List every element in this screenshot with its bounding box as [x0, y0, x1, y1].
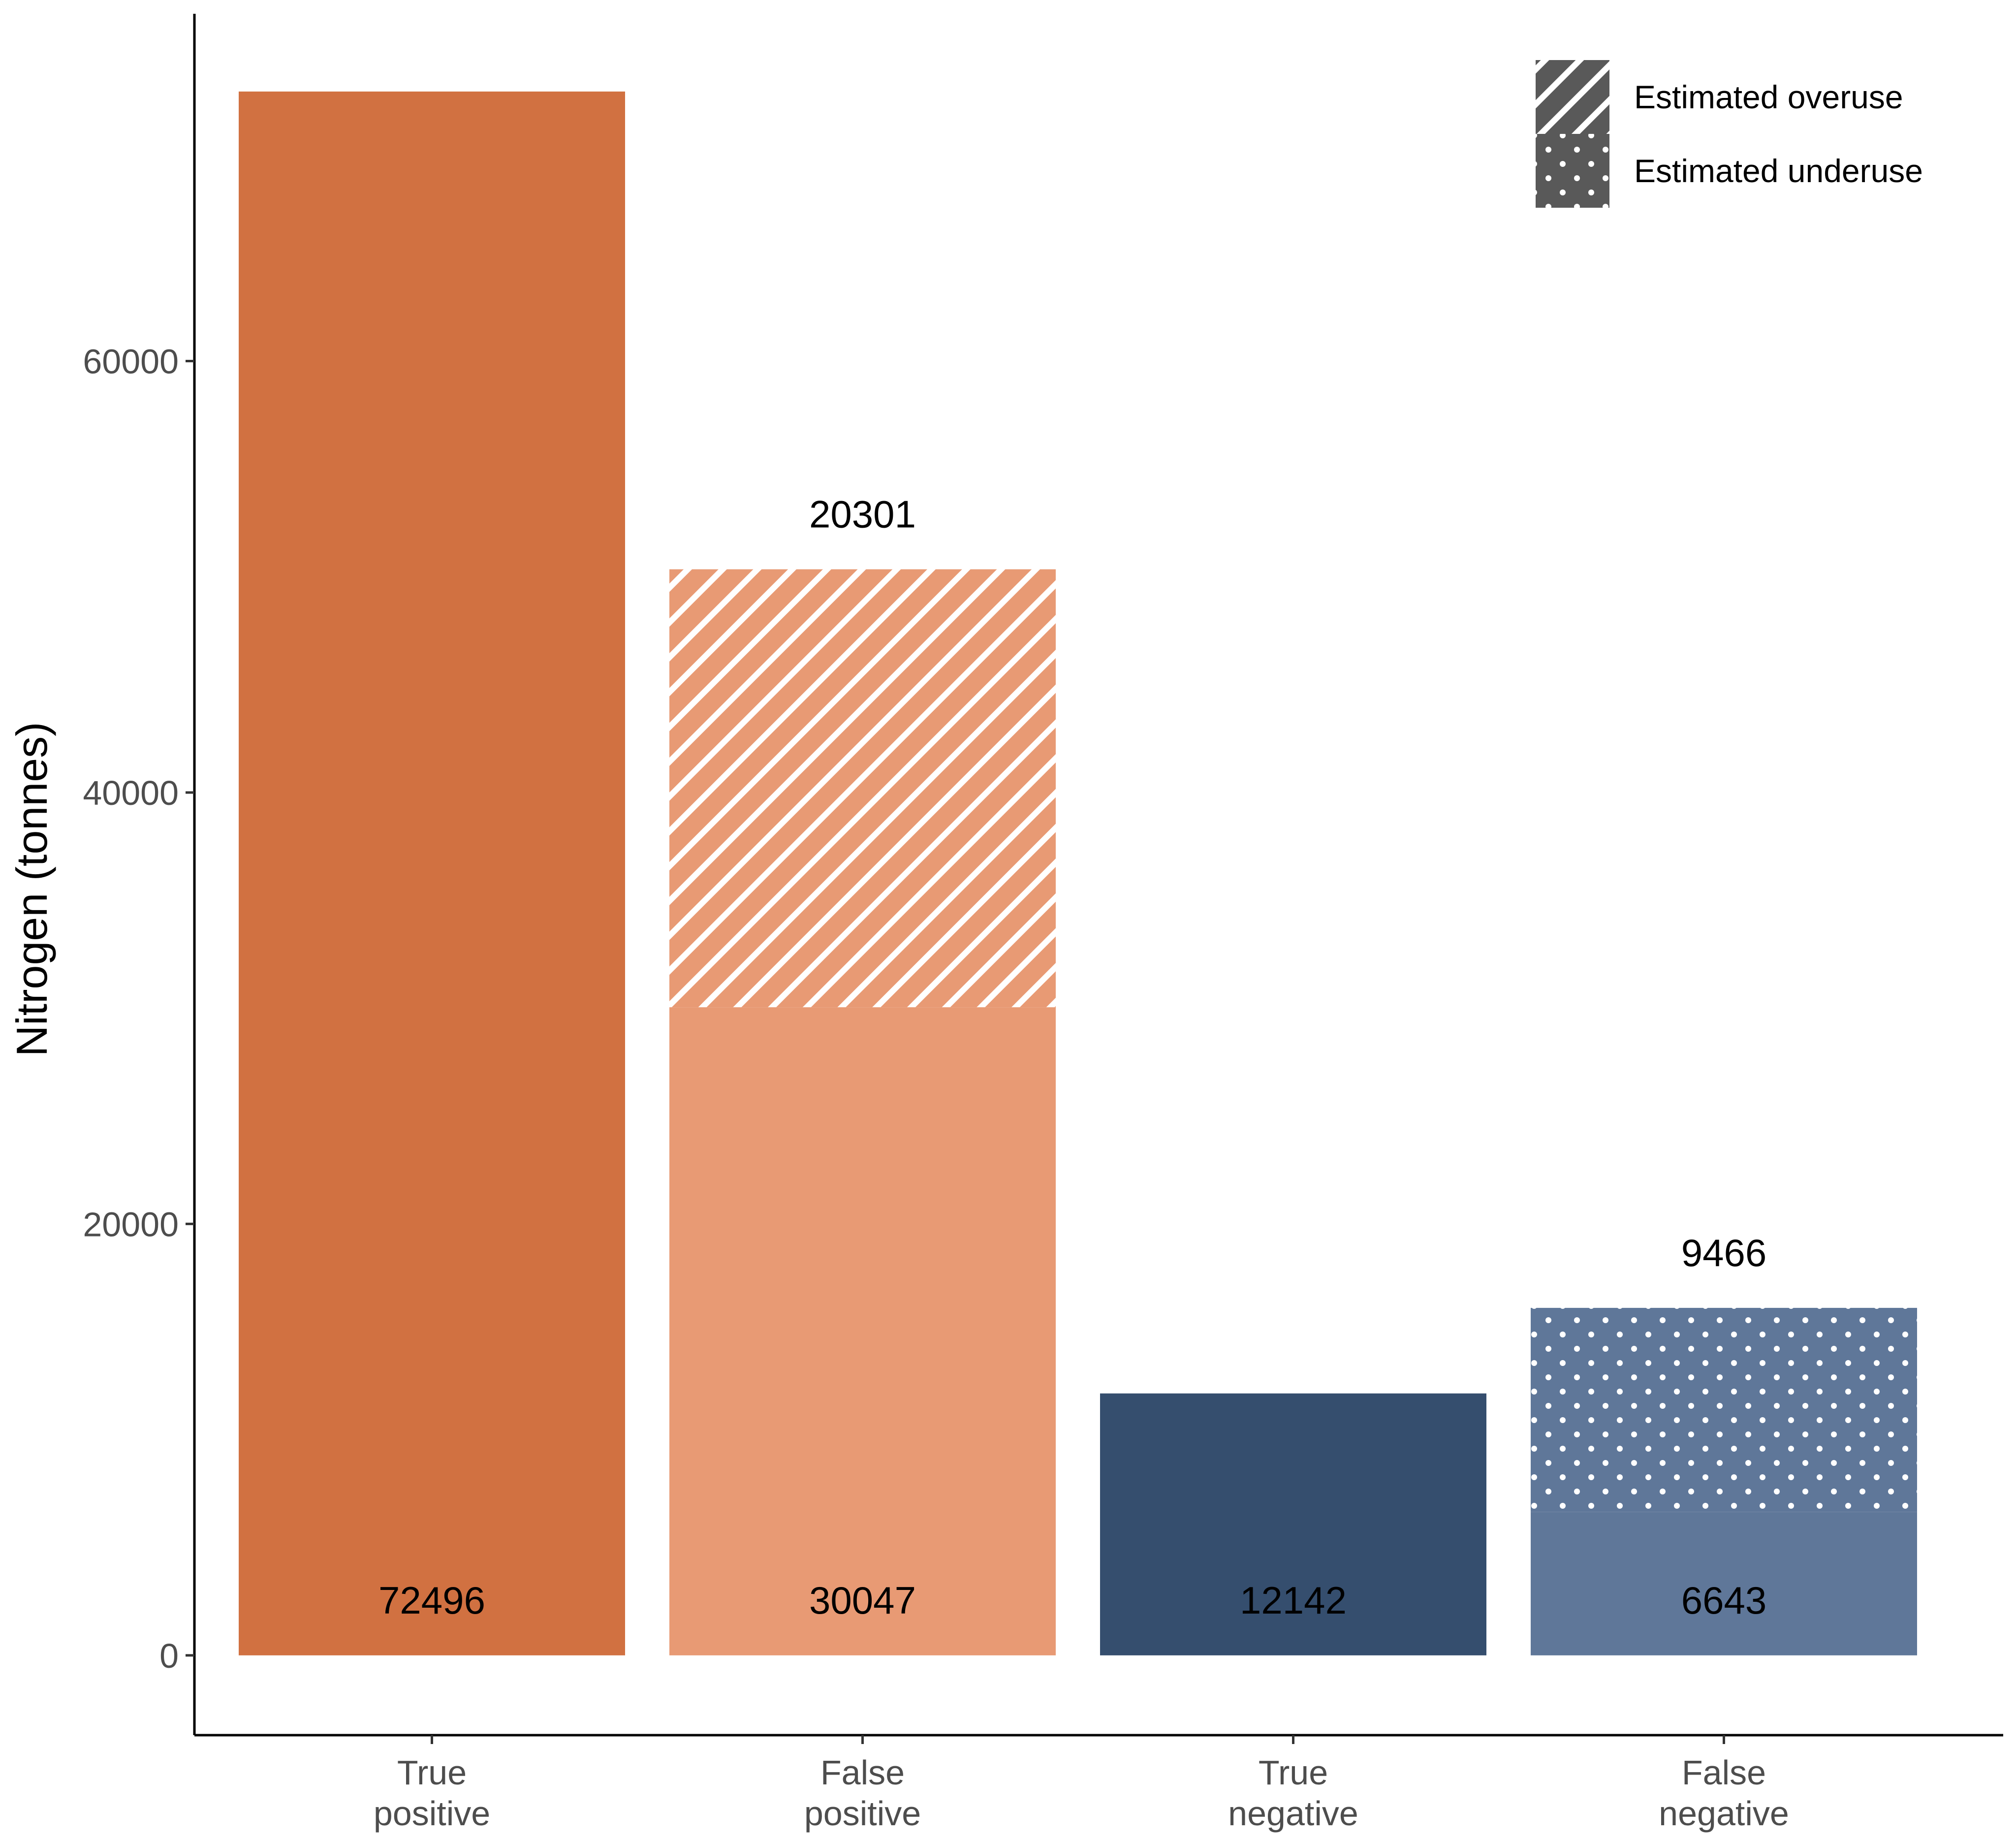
bar-3-extra-label: 9466	[1681, 1231, 1767, 1274]
bar-1-base-label: 30047	[809, 1579, 916, 1622]
x-tick-label-0-line2: positive	[374, 1794, 490, 1833]
axes-layer: 0200004000060000TruepositiveFalsepositiv…	[7, 14, 2003, 1833]
x-tick-label-2-line2: negative	[1228, 1794, 1358, 1833]
x-tick-label-1-line1: False	[820, 1753, 905, 1792]
x-tick-label-2-line1: True	[1259, 1753, 1328, 1792]
data-labels-layer: 72496 30047 20301 12142 6643 9466	[378, 493, 1766, 1622]
bar-2-base-label: 12142	[1240, 1579, 1347, 1622]
bar-1-base	[669, 1007, 1056, 1655]
legend-key-0	[1536, 60, 1609, 134]
bar-3-extra	[1531, 1307, 1917, 1512]
x-tick-label-3-line1: False	[1682, 1753, 1766, 1792]
bar-2-base	[1100, 1393, 1486, 1655]
y-tick-label-3: 60000	[83, 343, 179, 381]
x-tick-label-0-line1: True	[397, 1753, 467, 1792]
y-tick-label-0: 0	[159, 1637, 179, 1675]
bar-0-base-label: 72496	[378, 1579, 485, 1622]
bars-layer	[239, 91, 1917, 1655]
legend: Estimated overuse Estimated underuse	[1536, 60, 1923, 208]
y-tick-label-2: 40000	[83, 774, 179, 812]
x-tick-label-1-line2: positive	[804, 1794, 921, 1833]
bar-3-base-label: 6643	[1681, 1579, 1767, 1622]
bar-0-base	[239, 91, 625, 1655]
bar-1-extra-label: 20301	[809, 493, 916, 536]
bar-3-base	[1531, 1512, 1917, 1655]
legend-label-1: Estimated underuse	[1634, 153, 1923, 189]
y-axis-title: Nitrogen (tonnes)	[7, 722, 56, 1057]
y-tick-label-1: 20000	[83, 1205, 179, 1243]
legend-key-1	[1536, 134, 1609, 208]
legend-label-0: Estimated overuse	[1634, 79, 1903, 115]
x-tick-label-3-line2: negative	[1659, 1794, 1789, 1833]
bar-1-extra	[669, 569, 1056, 1008]
